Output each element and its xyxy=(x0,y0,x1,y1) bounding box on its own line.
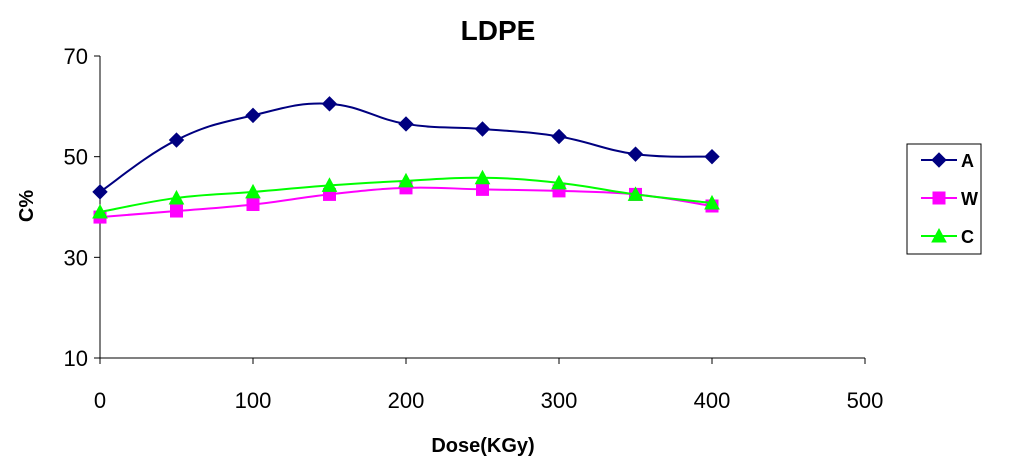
data-point-a xyxy=(704,148,720,165)
legend-marker xyxy=(931,152,947,168)
x-tick-label: 300 xyxy=(541,388,578,413)
y-tick-label: 50 xyxy=(64,145,88,170)
series-w xyxy=(93,181,719,224)
x-tick-label: 500 xyxy=(847,388,884,413)
legend-label: W xyxy=(961,189,978,209)
legend-item: C xyxy=(921,227,974,247)
x-tick-label: 400 xyxy=(694,388,731,413)
legend-item: W xyxy=(921,189,978,209)
x-tick-label: 100 xyxy=(235,388,272,413)
data-point-c xyxy=(627,186,644,201)
data-point-a xyxy=(551,128,567,145)
x-axis-label: Dose(KGy) xyxy=(431,435,534,457)
data-point-w xyxy=(476,182,489,196)
y-axis-label: C% xyxy=(16,190,38,222)
data-point-w xyxy=(170,204,183,218)
data-point-a xyxy=(627,146,644,162)
data-point-c xyxy=(245,183,261,199)
data-point-c xyxy=(704,194,720,210)
y-tick-label: 70 xyxy=(64,44,88,69)
legend-marker xyxy=(931,227,947,243)
series-a xyxy=(92,96,720,200)
data-point-a xyxy=(398,116,414,132)
axes: 10 30 50 70 0 100 200 300 400 500 xyxy=(64,44,884,413)
data-point-c xyxy=(474,169,491,185)
chart-title: LDPE xyxy=(461,15,536,46)
legend-item: A xyxy=(921,151,974,171)
legend-marker xyxy=(932,191,946,205)
data-point-a xyxy=(168,132,185,148)
data-point-c xyxy=(92,203,108,219)
data-point-a xyxy=(245,107,261,124)
data-point-w xyxy=(246,197,260,211)
legend-label: A xyxy=(961,151,974,171)
series-layer xyxy=(92,96,720,224)
data-point-c xyxy=(168,189,185,205)
x-tick-label: 200 xyxy=(388,388,425,413)
data-point-c xyxy=(321,177,338,192)
y-tick-label: 30 xyxy=(64,245,88,270)
data-point-a xyxy=(321,96,338,112)
x-tick-label: 0 xyxy=(94,388,106,413)
data-point-c xyxy=(551,174,567,190)
data-point-a xyxy=(92,184,108,200)
data-point-a xyxy=(474,121,491,137)
data-point-c xyxy=(398,172,414,188)
y-tick-label: 10 xyxy=(64,346,88,371)
series-c xyxy=(92,169,720,219)
legend-label: C xyxy=(961,227,974,247)
legend: AWC xyxy=(906,143,982,255)
